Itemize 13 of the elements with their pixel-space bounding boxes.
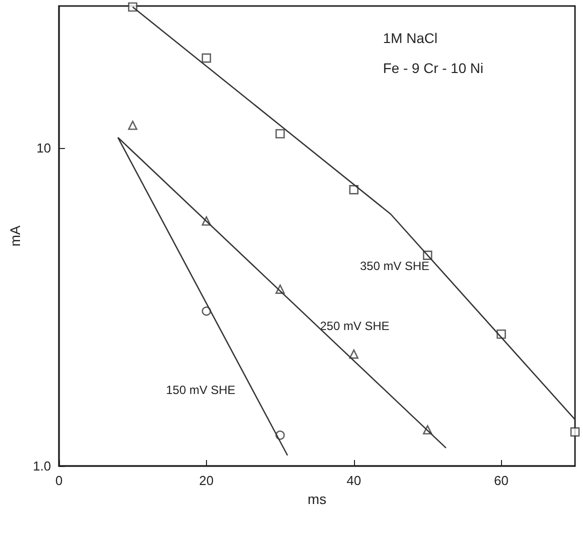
annotation: Fe - 9 Cr - 10 Ni (383, 60, 484, 76)
x-tick-label: 40 (346, 473, 362, 488)
y-tick-label: 10 (36, 140, 51, 156)
x-axis-title: ms (308, 491, 326, 507)
x-tick-label: 60 (494, 473, 509, 488)
x-tick-label: 20 (199, 473, 214, 488)
x-tick-label: 0 (55, 473, 63, 488)
annotation: 1M NaCl (383, 30, 438, 46)
annotation: 150 mV SHE (166, 383, 236, 397)
y-axis-title: mA (7, 224, 23, 246)
annotation: 250 mV SHE (320, 319, 390, 333)
y-tick-label: 1.0 (32, 458, 51, 474)
annotation: 350 mV SHE (360, 259, 430, 273)
